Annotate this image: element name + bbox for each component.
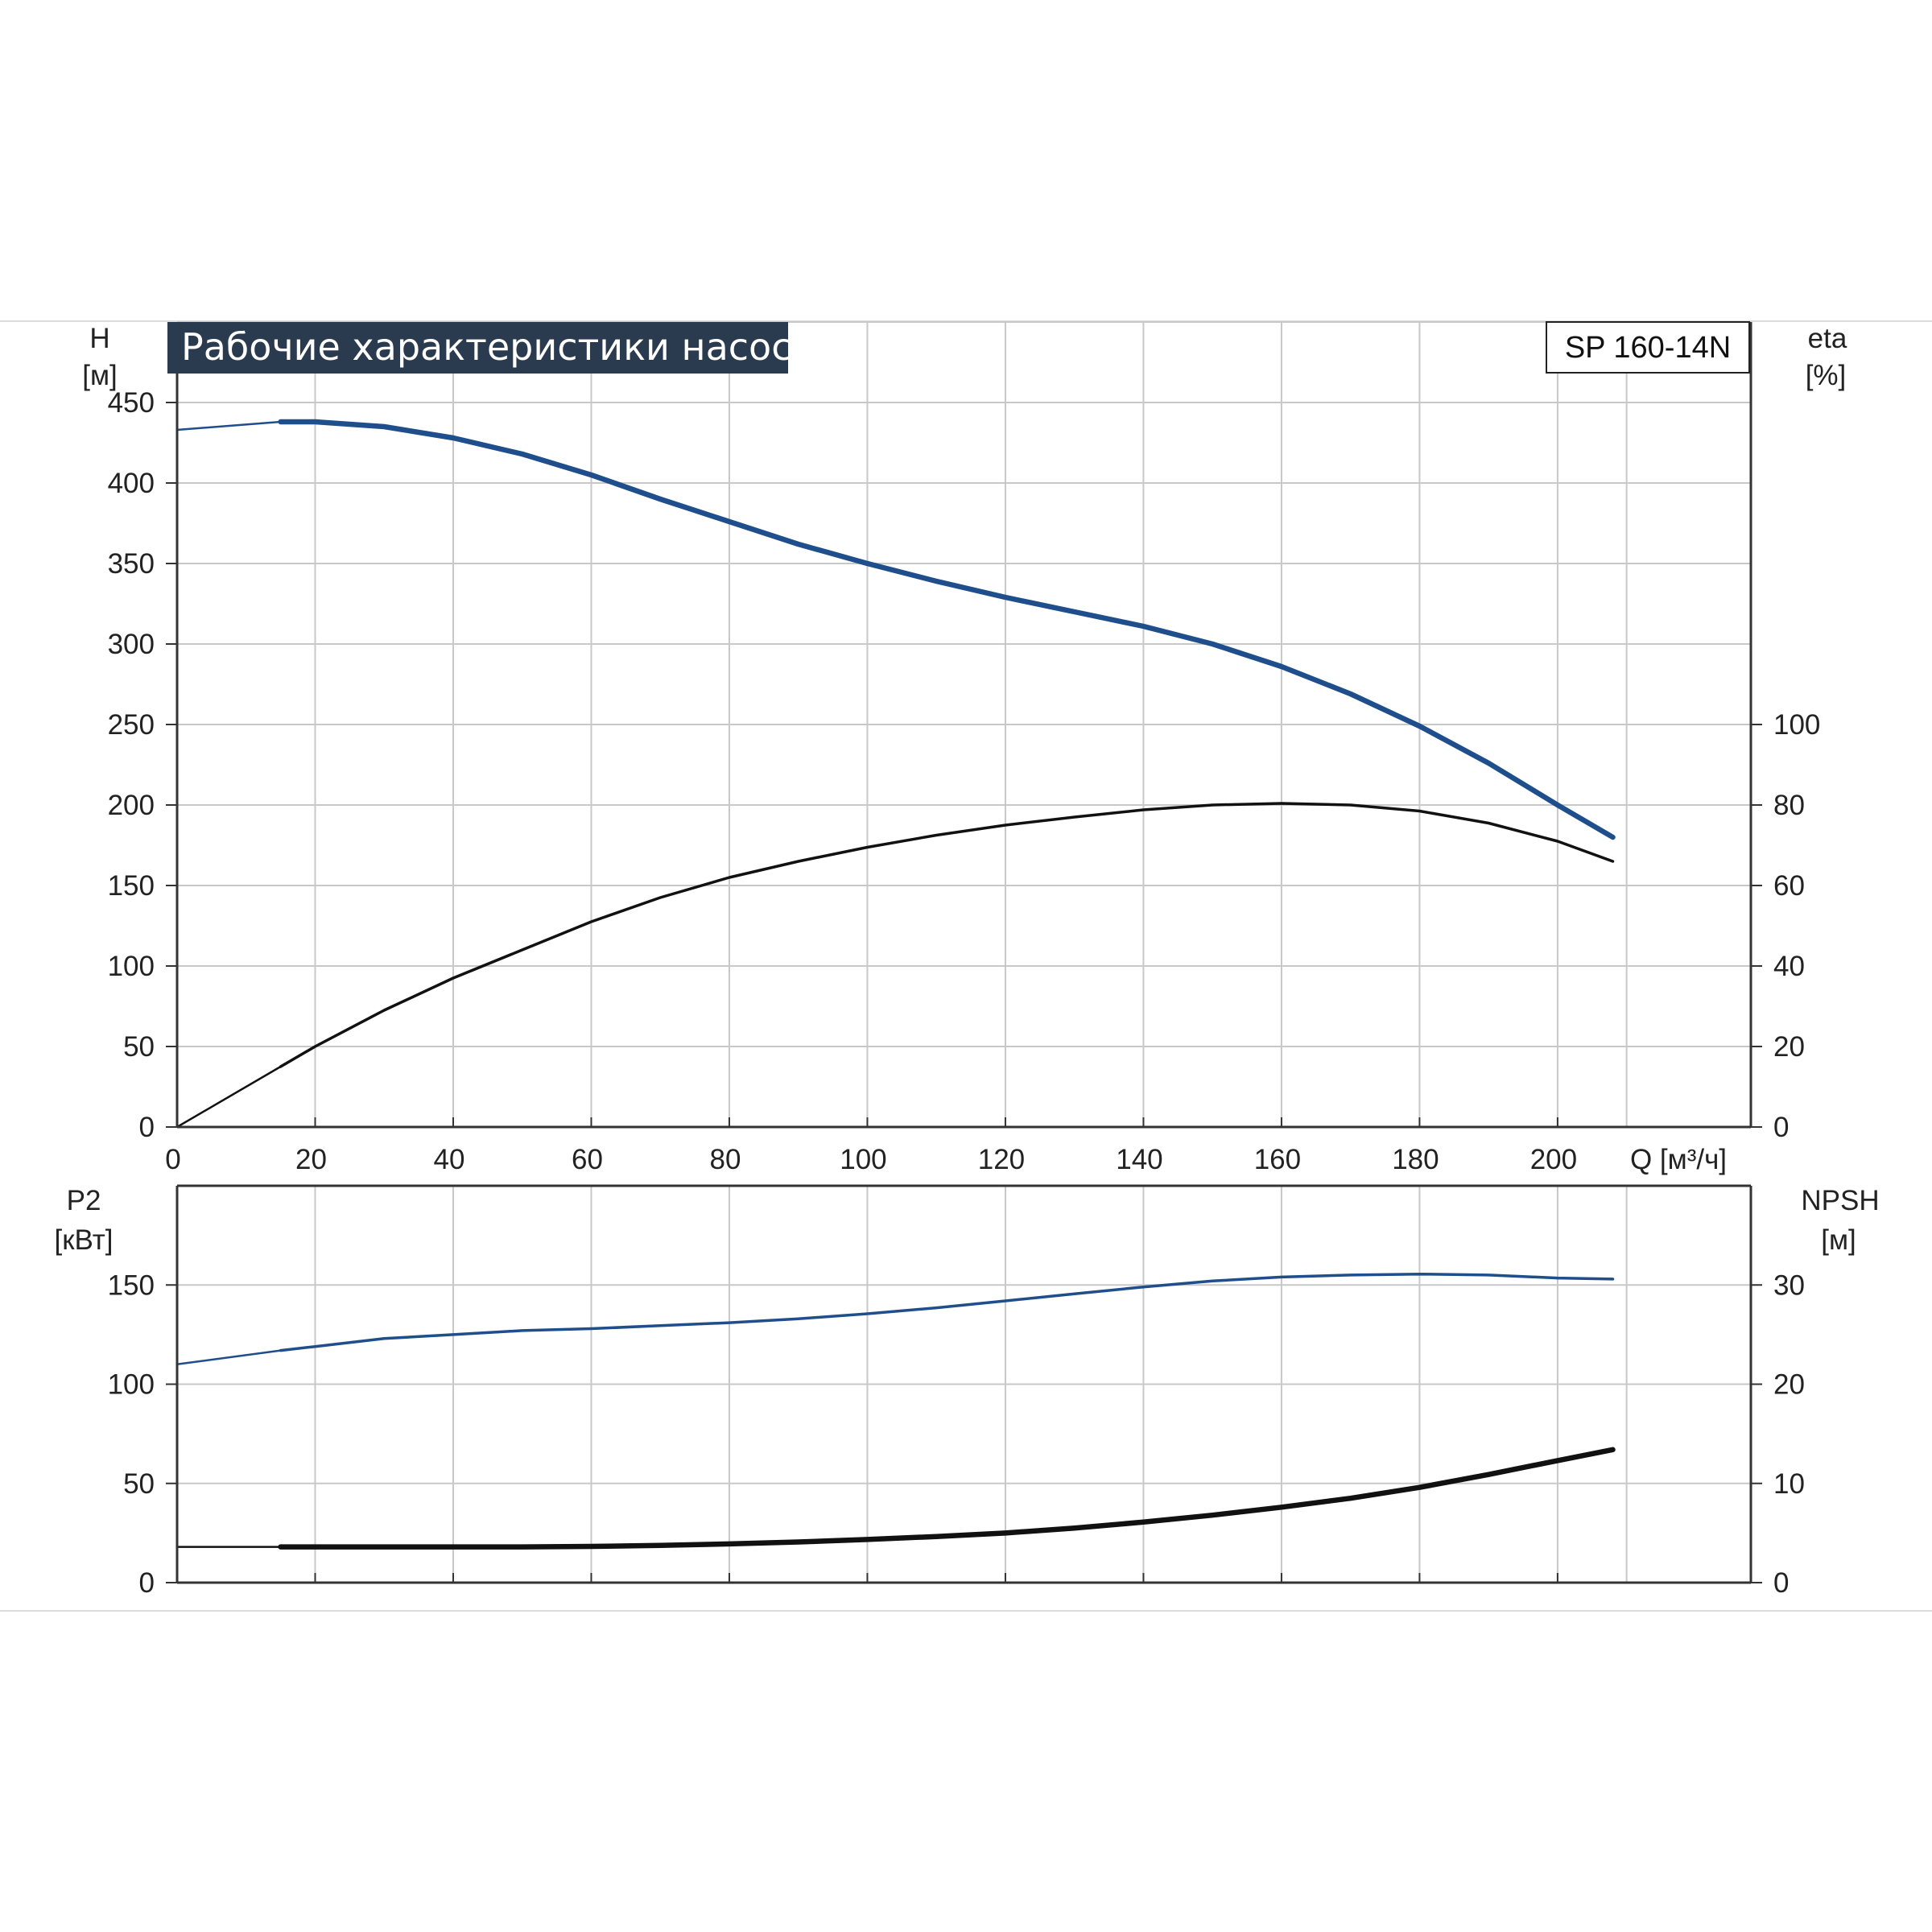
series-line	[279, 802, 1615, 1068]
upper-right-axis-label: eta	[1808, 323, 1847, 354]
x-tick-label: 160	[1254, 1144, 1301, 1175]
x-tick-label: 80	[709, 1144, 741, 1175]
x-tick-label: 40	[434, 1144, 465, 1175]
y-right-tick-label: 10	[1773, 1468, 1805, 1500]
y-right-tick-label: 0	[1773, 1112, 1789, 1143]
x-tick-label: 180	[1392, 1144, 1439, 1175]
series-line-thin	[176, 1273, 1613, 1366]
chart-title: Рабочие характеристики насоса	[181, 325, 815, 369]
y-left-tick-label: 350	[108, 548, 155, 580]
y-left-tick-label: 400	[108, 468, 155, 499]
y-left-tick-label: 50	[123, 1468, 155, 1500]
y-right-tick-label: 20	[1773, 1031, 1805, 1063]
y-right-tick-label: 20	[1773, 1369, 1805, 1401]
y-left-tick-label: 100	[108, 951, 155, 982]
y-left-tick-label: 0	[139, 1112, 155, 1143]
lower-left-axis-label: P2	[67, 1185, 101, 1216]
chart-series	[176, 419, 1616, 1550]
y-right-tick-label: 60	[1773, 870, 1805, 902]
x-tick-label: 20	[295, 1144, 327, 1175]
y-left-tick-label: 150	[108, 870, 155, 902]
x-tick-label: 0	[165, 1144, 180, 1175]
y-right-tick-label: 80	[1773, 790, 1805, 821]
series-line	[278, 1447, 1616, 1550]
lower-right-axis-unit: [м]	[1821, 1224, 1856, 1256]
model-label: SP 160-14N	[1565, 331, 1731, 365]
y-left-tick-label: 300	[108, 629, 155, 660]
upper-right-axis-unit: [%]	[1806, 360, 1847, 391]
x-tick-label: 100	[840, 1144, 886, 1175]
x-axis-label: Q [м³/ч]	[1630, 1144, 1727, 1175]
series-line-thin	[176, 420, 1614, 839]
lower-left-axis-unit: [кВт]	[55, 1224, 114, 1256]
y-left-tick-label: 250	[108, 709, 155, 741]
series-line	[278, 419, 1616, 840]
y-right-tick-label: 30	[1773, 1269, 1805, 1301]
lower-plot-grid	[177, 1186, 1751, 1583]
lower-right-axis-label: NPSH	[1801, 1185, 1879, 1216]
plot-frames	[175, 322, 1752, 1584]
x-tick-label: 60	[572, 1144, 603, 1175]
y-left-tick-label: 200	[108, 790, 155, 821]
chart-title-box	[167, 322, 788, 374]
x-tick-label: 120	[978, 1144, 1025, 1175]
y-right-tick-label: 40	[1773, 951, 1805, 982]
y-right-tick-label: 0	[1773, 1567, 1789, 1599]
upper-plot-grid	[177, 321, 1751, 1127]
y-left-tick-label: 0	[139, 1567, 155, 1599]
y-left-tick-label: 100	[108, 1369, 155, 1401]
y-left-tick-label: 50	[123, 1031, 155, 1063]
x-tick-label: 140	[1116, 1144, 1162, 1175]
model-label-box	[1546, 321, 1750, 374]
y-left-tick-label: 150	[108, 1269, 155, 1301]
upper-left-axis-unit: [м]	[82, 360, 118, 391]
x-tick-label: 200	[1530, 1144, 1577, 1175]
y-right-tick-label: 100	[1773, 709, 1820, 741]
tick-labels: 0501001502002503003504004500204060801000…	[108, 387, 1821, 1599]
series-line-thin	[177, 1448, 1613, 1548]
upper-left-axis-label: H	[89, 323, 109, 354]
y-left-tick-label: 450	[108, 387, 155, 419]
series-line	[279, 1272, 1615, 1352]
